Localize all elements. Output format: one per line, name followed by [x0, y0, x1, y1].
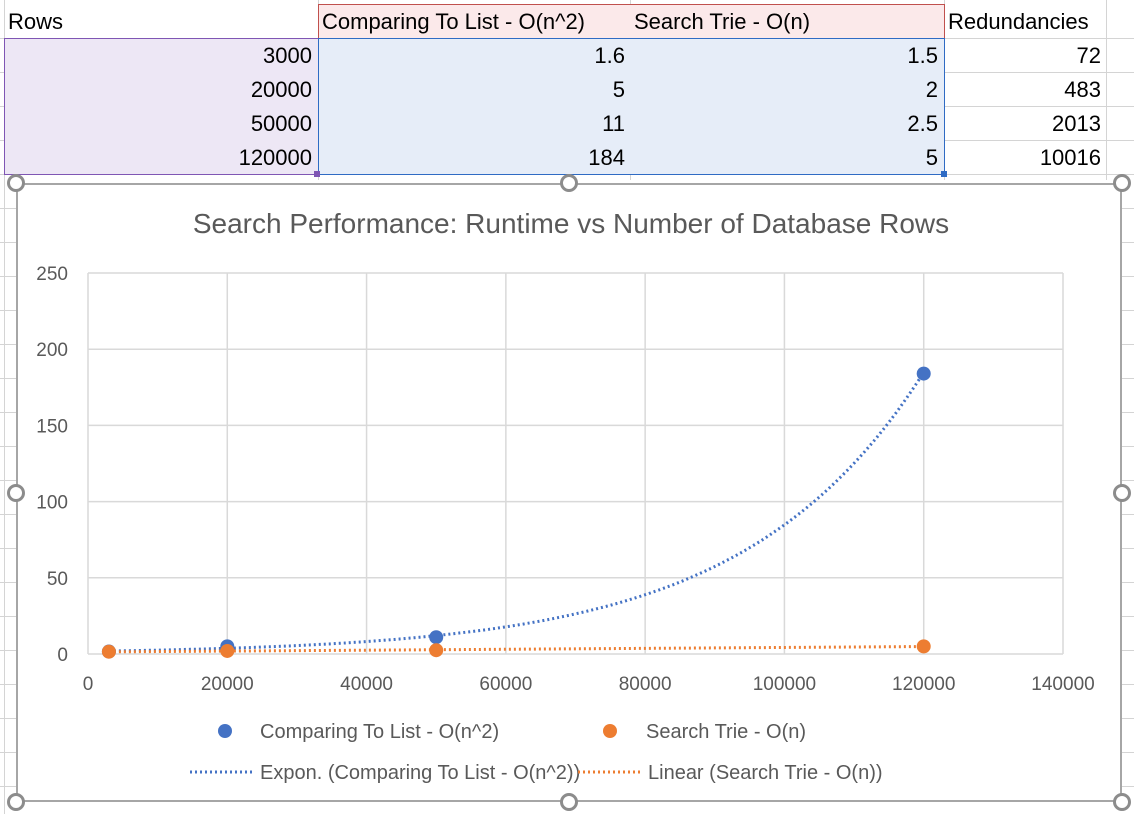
data-point-series2 [916, 639, 931, 654]
legend[interactable]: Comparing To List - O(n^2) Search Trie -… [190, 721, 883, 784]
trendline-exponential [108, 371, 925, 653]
x-tick-label: 120000 [892, 674, 955, 695]
legend-label-trend1: Expon. (Comparing To List - O(n^2)) [260, 762, 580, 784]
table-cell[interactable]: 2.5 [907, 111, 938, 136]
chart-title[interactable]: Search Performance: Runtime vs Number of… [193, 208, 949, 239]
x-tick-label: 80000 [619, 674, 672, 695]
x-tick-label: 60000 [479, 674, 532, 695]
scatter-chart: Search Performance: Runtime vs Number of… [36, 208, 1094, 784]
x-tick-label: 40000 [340, 674, 393, 695]
header-rows[interactable]: Rows [8, 8, 64, 34]
resize-handle-right[interactable] [1113, 484, 1131, 502]
table-cell[interactable]: 184 [588, 145, 625, 170]
trendline-linear [108, 645, 924, 654]
table-cell[interactable]: 2 [925, 77, 938, 102]
rows-range-highlight [5, 39, 318, 174]
data-point-series2 [101, 644, 116, 659]
table-cell[interactable]: 1.6 [594, 43, 625, 68]
data-point-series1 [429, 630, 444, 645]
y-tick-label: 250 [36, 264, 68, 285]
gridlines [87, 272, 1064, 655]
table-cell[interactable]: 5 [612, 77, 625, 102]
table-cell[interactable]: 5 [925, 145, 938, 170]
legend-label-series1: Comparing To List - O(n^2) [260, 721, 499, 743]
table-cell[interactable]: 72 [1076, 43, 1101, 68]
values-range-border [318, 38, 945, 175]
resize-handle-bottom-left[interactable] [7, 793, 25, 811]
y-tick-label: 50 [47, 569, 68, 590]
table-cell[interactable]: 1.5 [907, 43, 938, 68]
range-corner-handle[interactable] [941, 171, 947, 177]
legend-marker-series2 [603, 724, 617, 738]
series-header-highlight [319, 5, 944, 38]
resize-handle-bottom-right[interactable] [1113, 793, 1131, 811]
data-point-series2 [429, 643, 444, 658]
table-cell[interactable]: 11 [602, 111, 625, 136]
y-tick-label: 200 [36, 340, 68, 361]
x-tick-label: 0 [83, 674, 94, 695]
x-tick-label: 140000 [1031, 674, 1094, 695]
x-tick-label: 100000 [753, 674, 816, 695]
data-point-series2 [220, 643, 235, 658]
header-search-trie[interactable]: Search Trie - O(n) [634, 8, 811, 34]
legend-marker-series1 [218, 724, 232, 738]
values-range-highlight [319, 39, 944, 174]
table-cell[interactable]: 20000 [250, 77, 312, 102]
table-cell[interactable]: 10016 [1039, 145, 1101, 170]
table-cell[interactable]: 120000 [238, 145, 312, 170]
resize-handle-top-left[interactable] [7, 174, 25, 192]
resize-handle-top[interactable] [560, 174, 578, 192]
resize-handle-bottom[interactable] [560, 793, 578, 811]
y-tick-label: 100 [36, 493, 68, 514]
chart-area[interactable]: Search Performance: Runtime vs Number of… [16, 183, 1122, 802]
table-cell[interactable]: 483 [1064, 77, 1101, 102]
header-redundancies[interactable]: Redundancies [948, 8, 1089, 34]
table-cell[interactable]: 2013 [1052, 111, 1101, 136]
resize-handle-left[interactable] [7, 484, 25, 502]
x-tick-label: 20000 [201, 674, 254, 695]
trendlines [108, 371, 925, 654]
header-comparing-list[interactable]: Comparing To List - O(n^2) [322, 8, 586, 34]
legend-label-trend2: Linear (Search Trie - O(n)) [648, 762, 883, 784]
table-cell[interactable]: 3000 [263, 43, 312, 68]
legend-label-series2: Search Trie - O(n) [646, 721, 806, 743]
data-point-series1 [916, 366, 931, 381]
y-tick-label: 150 [36, 416, 68, 437]
axis-tick-labels: 0 20000 40000 60000 80000 100000 120000 140000 0… [36, 264, 1094, 695]
resize-handle-top-right[interactable] [1113, 174, 1131, 192]
table-cell[interactable]: 50000 [250, 111, 312, 136]
y-tick-label: 0 [57, 645, 68, 666]
range-corner-handle[interactable] [314, 171, 320, 177]
data-points [101, 366, 931, 659]
